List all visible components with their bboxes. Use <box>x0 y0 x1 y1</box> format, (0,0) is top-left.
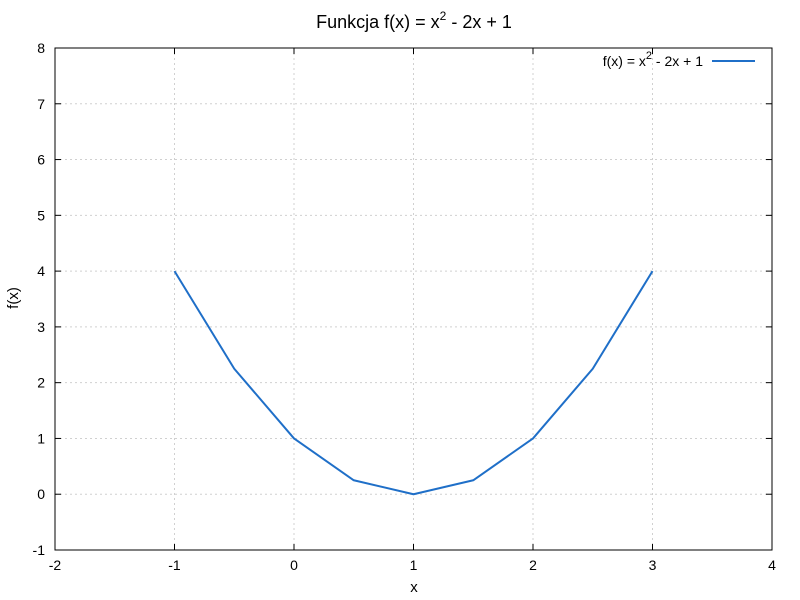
y-tick-label: 3 <box>37 319 45 335</box>
plot-frame <box>54 47 773 551</box>
y-tick-label: 5 <box>37 207 45 223</box>
y-tick-label: -1 <box>33 542 46 558</box>
y-tick-label: 8 <box>37 40 45 56</box>
y-axis-label: f(x) <box>5 287 22 309</box>
legend-label: f(x) = x2 - 2x + 1 <box>603 50 703 69</box>
x-tick-label: 4 <box>768 557 776 573</box>
grid <box>55 48 772 550</box>
y-tick-label: 1 <box>37 430 45 446</box>
x-tick-label: 0 <box>290 557 298 573</box>
y-tick-label: 7 <box>37 96 45 112</box>
x-tick-label: 3 <box>649 557 657 573</box>
y-tick-label: 4 <box>37 263 45 279</box>
x-tick-label: -2 <box>49 557 62 573</box>
legend: f(x) = x2 - 2x + 1 <box>603 50 755 69</box>
y-tick-label: 0 <box>37 486 45 502</box>
y-tick-label: 2 <box>37 375 45 391</box>
x-tick-label: 1 <box>410 557 418 573</box>
x-tick-label: -1 <box>168 557 181 573</box>
chart-title: Funkcja f(x) = x2 - 2x + 1 <box>316 9 512 32</box>
y-tick-label: 6 <box>37 152 45 168</box>
x-tick-label: 2 <box>529 557 537 573</box>
series-line-f <box>173 270 654 496</box>
x-axis-label: x <box>410 579 418 596</box>
